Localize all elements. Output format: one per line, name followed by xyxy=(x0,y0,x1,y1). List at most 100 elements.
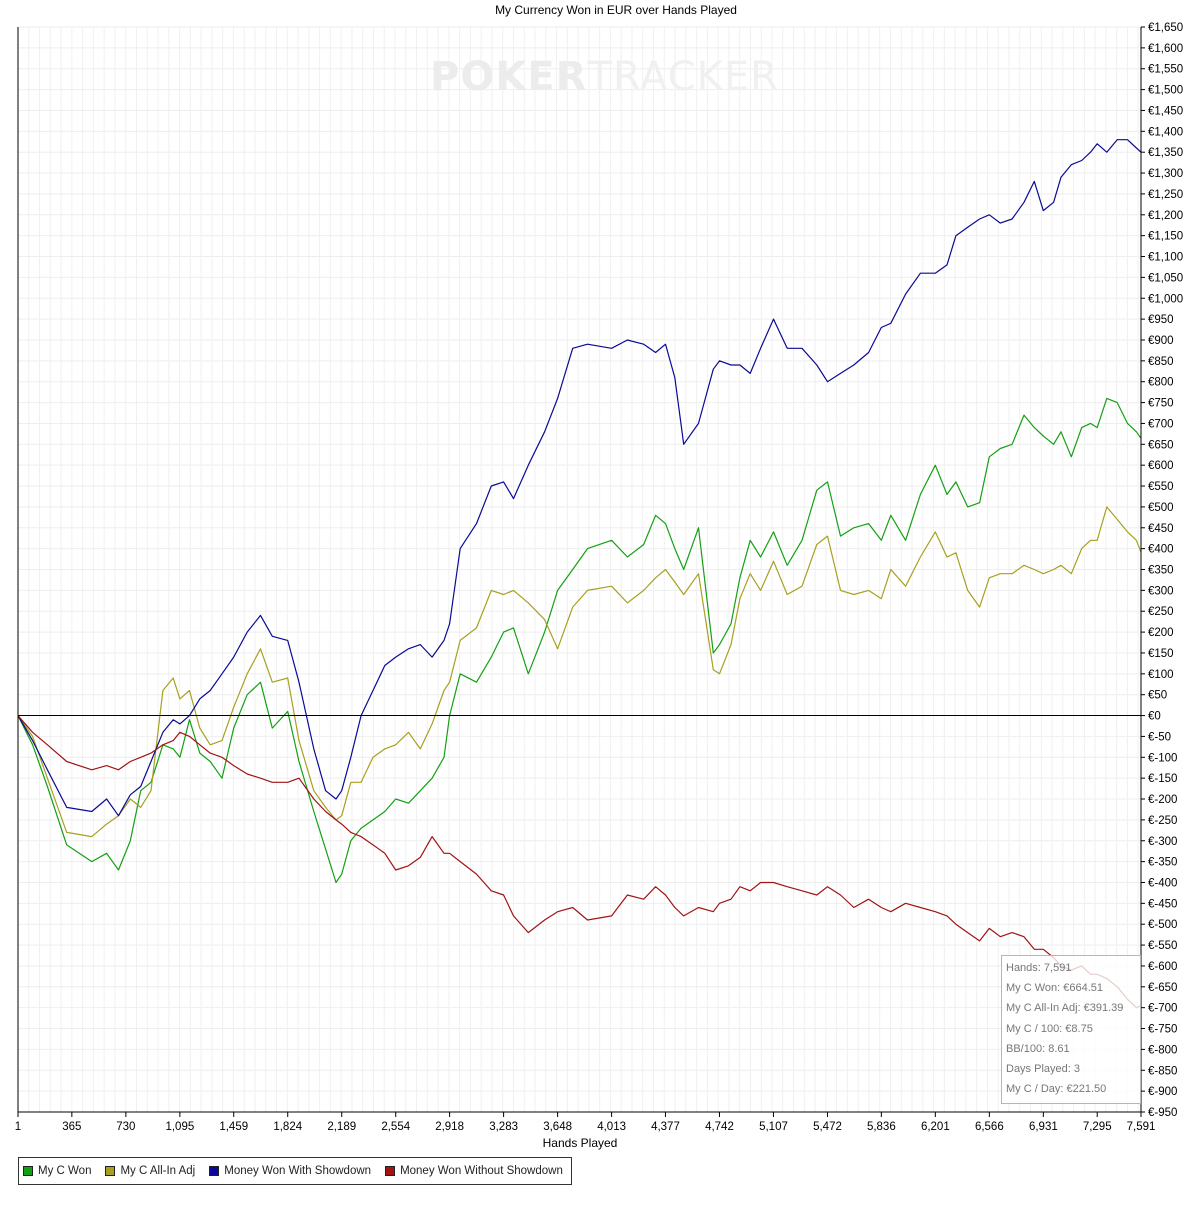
y-tick-label: €-250 xyxy=(1148,815,1177,827)
y-tick-label: €650 xyxy=(1148,439,1174,451)
stat-allin-adj: My C All-In Adj: €391.39 xyxy=(1006,1002,1124,1015)
y-tick-label: €350 xyxy=(1148,565,1174,577)
y-tick-label: €550 xyxy=(1148,481,1174,493)
y-tick-label: €950 xyxy=(1148,314,1174,326)
legend-swatch xyxy=(209,1166,220,1176)
y-tick-label: €450 xyxy=(1148,523,1174,535)
y-tick-label: €-700 xyxy=(1148,1003,1177,1015)
x-tick-label: 365 xyxy=(62,1121,81,1133)
y-tick-label: €1,600 xyxy=(1148,43,1183,55)
y-tick-label: €400 xyxy=(1148,544,1174,556)
y-tick-label: €1,350 xyxy=(1148,147,1183,159)
series-line-1 xyxy=(17,506,1142,838)
x-tick-label: 2,554 xyxy=(381,1121,410,1133)
x-tick-label: 1,459 xyxy=(219,1121,248,1133)
x-tick-label: 4,377 xyxy=(651,1121,680,1133)
y-tick-label: €1,500 xyxy=(1148,85,1183,97)
series-line-2 xyxy=(17,139,1142,817)
y-tick-label: €100 xyxy=(1148,669,1174,681)
grid xyxy=(17,26,1141,1113)
x-tick-label: 6,931 xyxy=(1029,1121,1058,1133)
y-tick-label: €-400 xyxy=(1148,877,1177,889)
x-tick-label: 5,472 xyxy=(813,1121,842,1133)
legend-swatch xyxy=(23,1166,33,1176)
y-tick-label: €-50 xyxy=(1148,731,1171,743)
y-tick-label: €-300 xyxy=(1148,836,1177,848)
x-tick-label: 3,283 xyxy=(489,1121,518,1133)
y-tick-label: €1,100 xyxy=(1148,252,1183,264)
y-tick-label: €900 xyxy=(1148,335,1174,347)
stat-per-day: My C / Day: €221.50 xyxy=(1006,1083,1107,1096)
series-line-3 xyxy=(17,715,1142,1009)
y-tick-label: €850 xyxy=(1148,356,1174,368)
stat-bb-100: BB/100: 8.61 xyxy=(1006,1042,1070,1055)
y-tick-label: €1,300 xyxy=(1148,168,1183,180)
y-tick-label: €-150 xyxy=(1148,773,1177,785)
x-tick-label: 1 xyxy=(15,1121,21,1133)
y-tick-label: €-850 xyxy=(1148,1065,1177,1077)
y-tick-label: €1,200 xyxy=(1148,210,1183,222)
y-tick-label: €-200 xyxy=(1148,794,1177,806)
axes xyxy=(17,26,1145,1117)
y-tick-label: €750 xyxy=(1148,398,1174,410)
y-tick-label: €1,650 xyxy=(1148,22,1183,34)
y-tick-label: €1,150 xyxy=(1148,231,1183,243)
watermark-part2: TRACKER xyxy=(587,54,779,100)
stat-days-played: Days Played: 3 xyxy=(1006,1062,1080,1075)
y-tick-label: €1,400 xyxy=(1148,126,1183,138)
x-tick-label: 2,189 xyxy=(327,1121,356,1133)
stat-won: My C Won: €664.51 xyxy=(1006,982,1104,995)
y-tick-label: €700 xyxy=(1148,418,1174,430)
y-tick-label: €-800 xyxy=(1148,1044,1177,1056)
y-tick-label: €-900 xyxy=(1148,1086,1177,1098)
x-tick-label: 6,201 xyxy=(921,1121,950,1133)
y-tick-label: €-950 xyxy=(1148,1107,1177,1119)
plot-series xyxy=(17,139,1142,1009)
x-tick-label: 4,742 xyxy=(705,1121,734,1133)
x-tick-label: 1,095 xyxy=(165,1121,194,1133)
y-tick-label: €0 xyxy=(1148,711,1161,723)
stat-hands: Hands: 7,591 xyxy=(1006,962,1072,974)
y-tick-label: €1,450 xyxy=(1148,105,1183,117)
legend: My C Won My C All-In Adj Money Won With … xyxy=(18,1157,572,1185)
watermark-part1: POKER xyxy=(430,54,588,100)
y-tick-label: €200 xyxy=(1148,627,1174,639)
legend-label: My C Won xyxy=(38,1165,92,1177)
y-tick-label: €250 xyxy=(1148,606,1174,618)
x-tick-label: 1,824 xyxy=(273,1121,302,1133)
x-tick-label: 7,591 xyxy=(1127,1121,1156,1133)
y-tick-label: €-750 xyxy=(1148,1024,1177,1036)
legend-item-with-showdown[interactable]: Money Won With Showdown xyxy=(209,1165,371,1177)
x-tick-label: 3,648 xyxy=(543,1121,572,1133)
y-tick-label: €-450 xyxy=(1148,898,1177,910)
legend-label: Money Won With Showdown xyxy=(224,1165,372,1177)
x-tick-label: 2,918 xyxy=(435,1121,464,1133)
x-tick-label: 6,566 xyxy=(975,1121,1004,1133)
y-tick-label: €1,250 xyxy=(1148,189,1183,201)
x-tick-label: 5,836 xyxy=(867,1121,896,1133)
y-tick-label: €800 xyxy=(1148,377,1174,389)
legend-swatch xyxy=(385,1166,396,1176)
x-axis-label: Hands Played xyxy=(543,1136,618,1150)
x-tick-label: 4,013 xyxy=(597,1121,626,1133)
x-tick-label: 5,107 xyxy=(759,1121,788,1133)
legend-label: Money Won Without Showdown xyxy=(400,1165,563,1177)
legend-item-without-showdown[interactable]: Money Won Without Showdown xyxy=(385,1165,563,1177)
y-tick-label: €-550 xyxy=(1148,940,1177,952)
y-tick-label: €-500 xyxy=(1148,919,1177,931)
legend-item-all-in-adj[interactable]: My C All-In Adj xyxy=(105,1165,195,1177)
x-tick-label: 730 xyxy=(116,1121,135,1133)
y-tick-label: €-600 xyxy=(1148,961,1177,973)
y-tick-label: €1,550 xyxy=(1148,64,1183,76)
chart-title: My Currency Won in EUR over Hands Played xyxy=(495,3,737,17)
legend-label: My C All-In Adj xyxy=(120,1165,196,1177)
y-tick-label: €-650 xyxy=(1148,982,1177,994)
legend-item-my-c-won[interactable]: My C Won xyxy=(23,1165,91,1177)
y-tick-label: €1,050 xyxy=(1148,272,1183,284)
y-tick-label: €-100 xyxy=(1148,752,1177,764)
watermark-logo: POKERTRACKER xyxy=(430,54,779,100)
y-tick-label: €300 xyxy=(1148,585,1174,597)
series-line-0 xyxy=(17,397,1142,884)
tick-labels: €-950 €-900 €-850 €-800 €-750 €-700 €-650 €-600… xyxy=(15,22,1183,1133)
